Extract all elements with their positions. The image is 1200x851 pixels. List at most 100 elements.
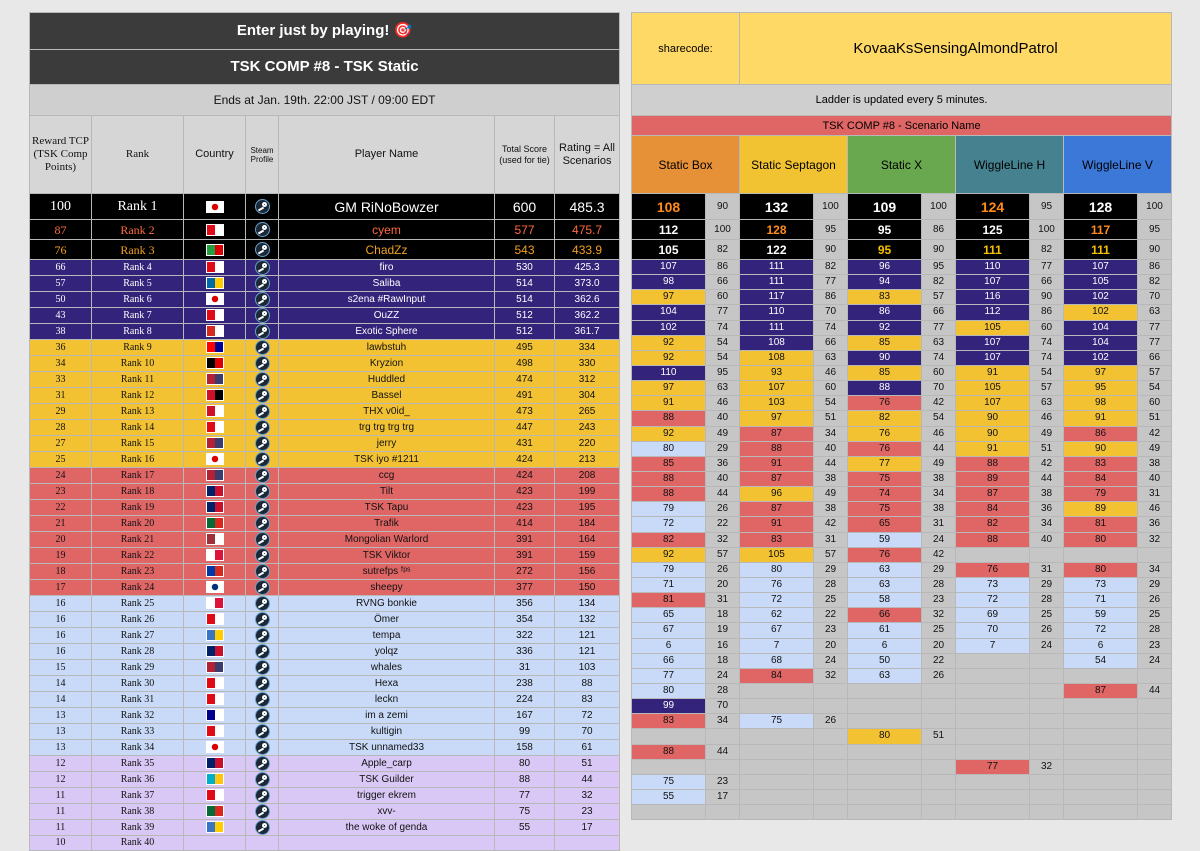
steam-icon[interactable] [254,548,270,563]
steam-cell[interactable] [245,627,279,644]
total-score: 224 [494,691,555,708]
scenario-score [847,698,922,715]
steam-cell[interactable] [245,531,279,548]
steam-icon[interactable] [254,644,270,659]
steam-cell[interactable] [245,193,279,220]
steam-icon[interactable] [254,468,270,483]
scenario-score: 79 [631,561,706,578]
steam-cell[interactable] [245,659,279,676]
steam-cell[interactable] [245,707,279,724]
steam-cell[interactable] [245,419,279,436]
country-flag [183,467,246,484]
steam-icon[interactable] [254,388,270,403]
steam-icon[interactable] [254,260,270,275]
steam-icon[interactable] [254,756,270,771]
steam-icon[interactable] [254,804,270,819]
reward-cell: 21 [29,515,92,532]
steam-cell[interactable] [245,291,279,308]
scenario-rank: 82 [813,258,848,276]
steam-cell[interactable] [245,371,279,388]
steam-icon[interactable] [254,242,270,257]
steam-cell[interactable] [245,307,279,324]
steam-cell[interactable] [245,547,279,564]
steam-icon[interactable] [254,420,270,435]
steam-icon[interactable] [254,724,270,739]
steam-cell[interactable] [245,219,279,240]
steam-cell[interactable] [245,611,279,628]
steam-cell[interactable] [245,451,279,468]
steam-icon[interactable] [254,324,270,339]
steam-icon[interactable] [254,820,270,835]
steam-cell[interactable] [245,595,279,612]
steam-icon[interactable] [254,404,270,419]
steam-icon[interactable] [254,372,270,387]
steam-cell[interactable] [245,499,279,516]
scenario-score [1063,713,1138,730]
scenario-score: 105 [739,546,814,563]
steam-cell[interactable] [245,403,279,420]
steam-icon[interactable] [254,222,270,237]
steam-cell[interactable] [245,579,279,596]
flag-icon [205,565,224,578]
steam-icon[interactable] [254,199,270,214]
steam-cell[interactable] [245,787,279,804]
steam-cell[interactable] [245,739,279,756]
steam-cell[interactable] [245,819,279,836]
total-score: 414 [494,515,555,532]
steam-icon[interactable] [254,500,270,515]
country-flag [183,435,246,452]
steam-icon[interactable] [254,452,270,467]
scenario-rank: 60 [1029,319,1064,336]
steam-cell[interactable] [245,723,279,740]
steam-cell[interactable] [245,691,279,708]
steam-cell[interactable] [245,435,279,452]
steam-cell[interactable] [245,755,279,772]
steam-icon[interactable] [254,612,270,627]
sharecode-label: sharecode: [631,12,740,85]
steam-icon[interactable] [254,596,270,611]
steam-icon[interactable] [254,708,270,723]
steam-icon[interactable] [254,308,270,323]
scenario-score: 105 [955,380,1030,397]
steam-cell[interactable] [245,643,279,660]
steam-cell[interactable] [245,834,279,851]
scenario-wiggleline-h: WiggleLine H [955,135,1064,194]
steam-icon[interactable] [254,676,270,691]
steam-cell[interactable] [245,467,279,484]
steam-cell[interactable] [245,771,279,788]
steam-cell[interactable] [245,239,279,260]
steam-cell[interactable] [245,563,279,580]
steam-cell[interactable] [245,339,279,356]
steam-icon[interactable] [254,628,270,643]
steam-icon[interactable] [254,740,270,755]
steam-icon[interactable] [254,564,270,579]
steam-icon[interactable] [254,580,270,595]
scenario-rank: 20 [813,637,848,654]
steam-cell[interactable] [245,483,279,500]
sharecode-value[interactable]: KovaaKsSensingAlmondPatrol [738,12,1173,85]
steam-icon[interactable] [254,692,270,707]
steam-cell[interactable] [245,515,279,532]
scenario-score: 85 [847,364,922,382]
steam-icon[interactable] [254,340,270,355]
steam-icon[interactable] [254,532,270,547]
steam-icon[interactable] [254,660,270,675]
steam-icon[interactable] [254,436,270,451]
steam-cell[interactable] [245,259,279,276]
steam-icon[interactable] [254,516,270,531]
scenario-score: 6 [847,637,922,654]
scenario-rank: 57 [1136,364,1173,382]
steam-cell[interactable] [245,275,279,292]
steam-cell[interactable] [245,355,279,372]
steam-cell[interactable] [245,675,279,692]
steam-icon[interactable] [254,276,270,291]
steam-cell[interactable] [245,323,279,340]
steam-icon[interactable] [254,484,270,499]
steam-icon[interactable] [254,788,270,803]
steam-icon[interactable] [254,292,270,307]
scenario-row: 85 36 91 44 77 49 88 42 83 38 [631,455,1173,472]
steam-cell[interactable] [245,803,279,820]
steam-icon[interactable] [254,356,270,371]
steam-icon[interactable] [254,772,270,787]
steam-cell[interactable] [245,387,279,404]
